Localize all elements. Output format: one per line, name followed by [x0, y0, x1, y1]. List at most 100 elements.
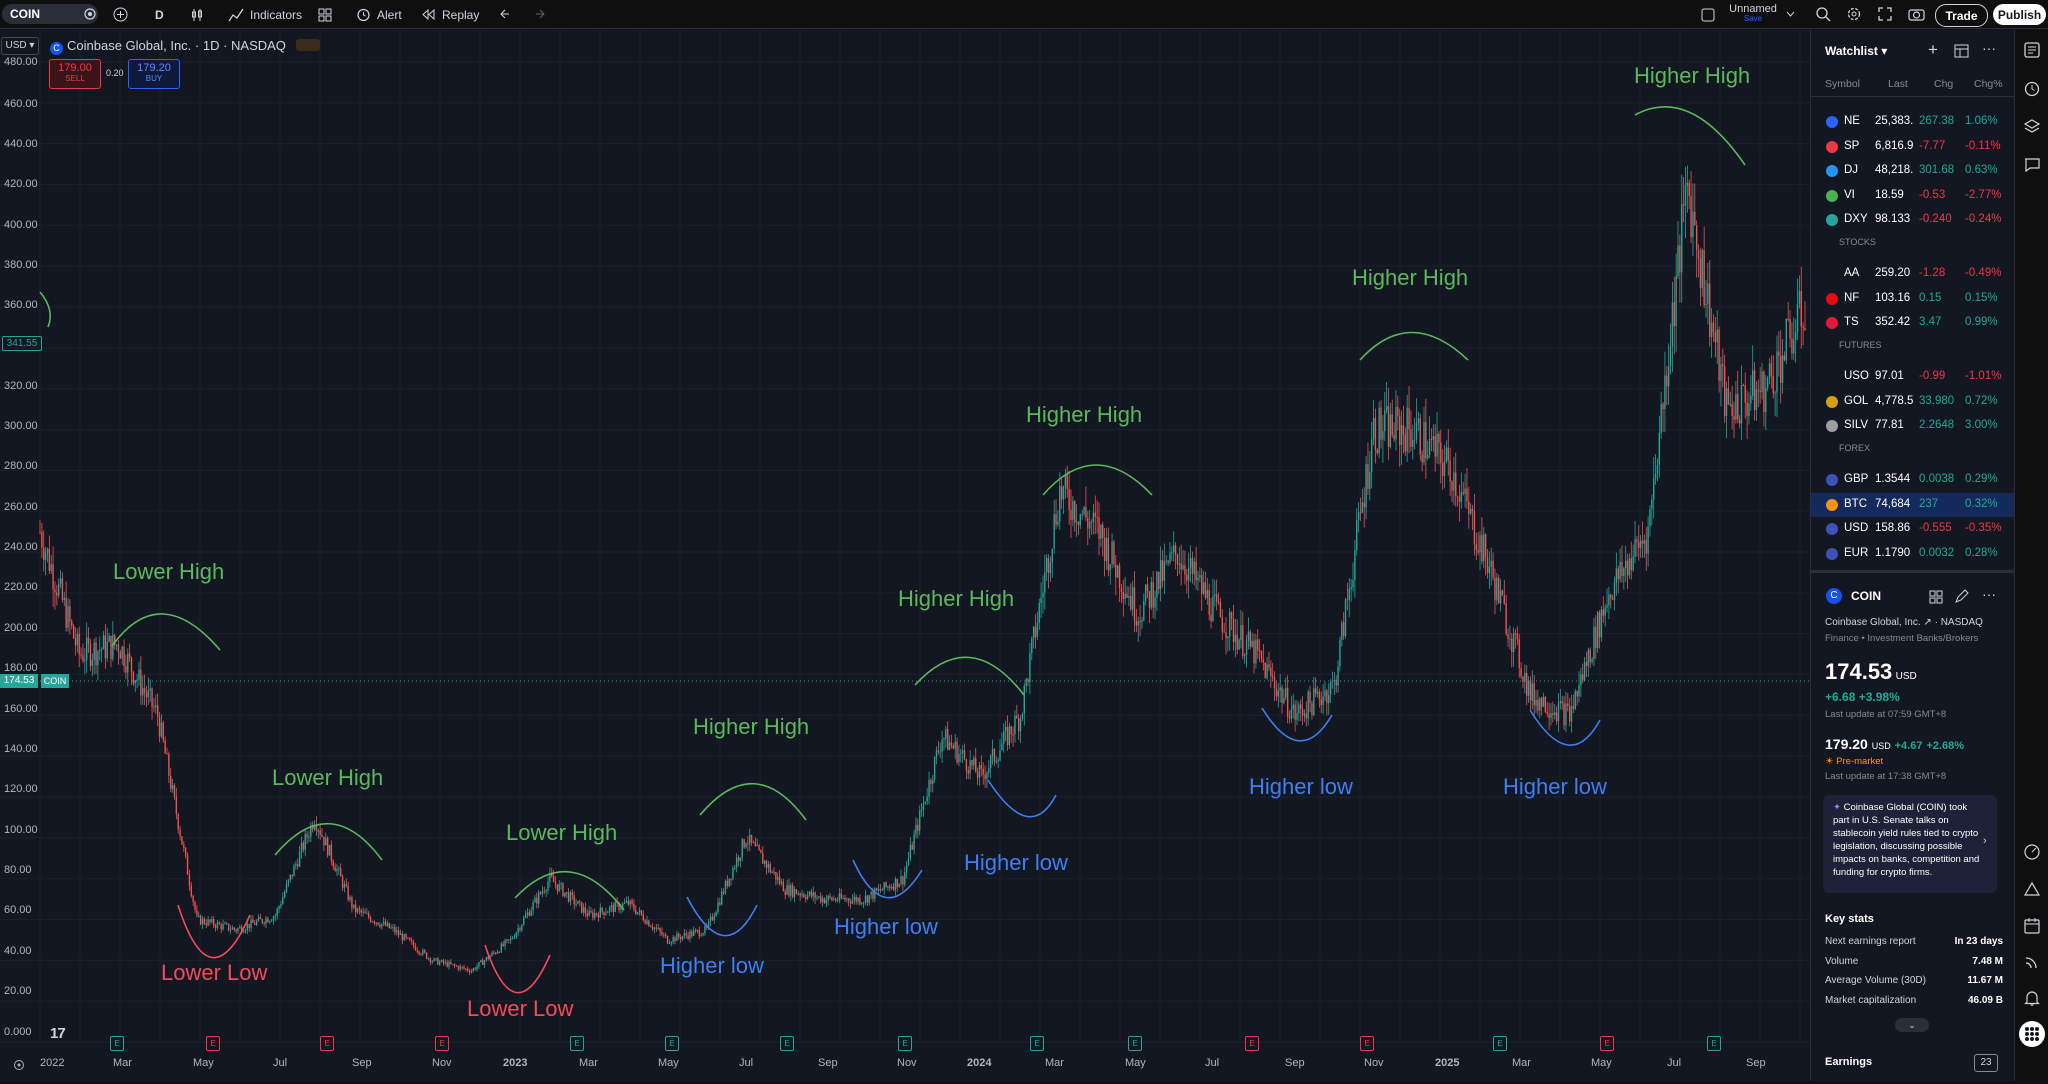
watchlist-row[interactable]: NE 25,383. 267.38 1.06%: [1811, 110, 2015, 134]
col-chg[interactable]: Chg: [1934, 78, 1954, 90]
watchlist-row[interactable]: NF 103.16 0.15 0.15%: [1811, 287, 2015, 311]
apps-button[interactable]: [2019, 1021, 2045, 1047]
more-options-icon[interactable]: ···: [1982, 40, 1996, 56]
sell-button[interactable]: 179.00 SELL: [49, 59, 101, 89]
templates-icon[interactable]: [318, 8, 332, 22]
replay-button[interactable]: Replay: [421, 0, 479, 29]
earnings-badge[interactable]: E: [1600, 1036, 1614, 1051]
watchlist-row[interactable]: BTC 74,684 237 0.32%: [1811, 493, 2015, 517]
col-symbol[interactable]: Symbol: [1825, 78, 1861, 90]
add-symbol-icon[interactable]: [113, 7, 128, 22]
more-options-icon[interactable]: ···: [1982, 586, 1996, 602]
company-sector[interactable]: Finance • Investment Banks/Brokers: [1825, 633, 1979, 644]
candle-body: [97, 651, 99, 666]
candle-body: [452, 964, 454, 966]
earnings-badge[interactable]: E: [665, 1036, 679, 1051]
watchlist-row[interactable]: EUR 1.1790 0.0032 0.28%: [1811, 542, 2015, 566]
tradingview-logo-icon[interactable]: 17: [50, 1025, 66, 1042]
earnings-badge[interactable]: E: [206, 1036, 220, 1051]
watchlist-row[interactable]: TS 352.42 3.47 0.99%: [1811, 311, 2015, 335]
symbol-logo-icon: [1826, 371, 1838, 383]
earnings-badge[interactable]: E: [435, 1036, 449, 1051]
camera-icon[interactable]: [1908, 7, 1925, 21]
earnings-badge[interactable]: E: [1707, 1036, 1721, 1051]
watchlist-title[interactable]: Watchlist ▾: [1825, 44, 1888, 58]
layers-icon[interactable]: [2023, 118, 2041, 136]
indicators-button[interactable]: Indicators: [228, 0, 302, 29]
earnings-badge[interactable]: E: [780, 1036, 794, 1051]
section-futures[interactable]: FUTURES: [1839, 340, 1882, 350]
candle-body: [1303, 713, 1306, 716]
target-icon[interactable]: [2023, 843, 2041, 861]
alert-button[interactable]: Alert: [356, 0, 402, 29]
col-last[interactable]: Last: [1888, 78, 1908, 90]
last-price-tag: 174.53: [0, 674, 38, 688]
earnings-badge[interactable]: E: [898, 1036, 912, 1051]
price-chart[interactable]: [0, 30, 1810, 1081]
news-card[interactable]: ✦ Coinbase Global (COIN) took part in U.…: [1823, 795, 1997, 893]
earnings-badge[interactable]: E: [1245, 1036, 1259, 1051]
watchlist-row[interactable]: GOL 4,778.5 33.980 0.72%: [1811, 390, 2015, 414]
edit-icon[interactable]: [1954, 589, 1969, 604]
watchlist-row[interactable]: DXY 98.133 -0.240 -0.24%: [1811, 208, 2015, 232]
company-name[interactable]: Coinbase Global, Inc. ↗ · NASDAQ: [1825, 617, 1983, 628]
grid-icon[interactable]: [1929, 590, 1943, 604]
watchlist-row[interactable]: SILV 77.81 2.2648 3.00%: [1811, 414, 2015, 438]
y-tick: 220.00: [4, 581, 38, 593]
candle-body: [620, 908, 622, 910]
candle-body: [485, 957, 488, 961]
layout-name[interactable]: Unnamed Save: [1728, 3, 1778, 23]
watchlist-row[interactable]: USD 158.86 -0.555 -0.35%: [1811, 517, 2015, 541]
watchlist-row[interactable]: GBP 1.3544 0.0038 0.29%: [1811, 468, 2015, 492]
chart-legend[interactable]: C Coinbase Global, Inc. · 1D · NASDAQ: [50, 38, 320, 55]
alarm-clock-icon[interactable]: [2023, 79, 2041, 97]
layout-checkbox-icon[interactable]: [1701, 8, 1715, 22]
y-tick: 200.00: [4, 622, 38, 634]
calendar-icon[interactable]: [2023, 917, 2041, 935]
col-chg-pct[interactable]: Chg%: [1974, 78, 2003, 90]
chart-pane[interactable]: USD ▾ C Coinbase Global, Inc. · 1D · NASD…: [0, 30, 1810, 1081]
add-symbol-button[interactable]: +: [1928, 40, 1938, 59]
watchlist-row[interactable]: AA 259.20 -1.28 -0.49%: [1811, 262, 2015, 286]
publish-button[interactable]: Publish: [1993, 4, 2046, 25]
symbol-search[interactable]: COIN: [2, 4, 98, 24]
candles-icon[interactable]: [190, 7, 206, 23]
earnings-badge[interactable]: 23: [1974, 1054, 1998, 1072]
broadcast-icon[interactable]: [2023, 953, 2041, 971]
redo-icon[interactable]: [531, 8, 545, 20]
bell-icon[interactable]: [2023, 989, 2041, 1007]
watchlist-row[interactable]: USO 97.01 -0.99 -1.01%: [1811, 365, 2015, 389]
expand-stats-button[interactable]: ⌄: [1895, 1018, 1929, 1032]
interval-button[interactable]: D: [155, 7, 164, 22]
section-stocks[interactable]: STOCKS: [1839, 237, 1876, 247]
candle-body: [1505, 603, 1507, 635]
watchlist-row[interactable]: DJ 48,218. 301.68 0.63%: [1811, 159, 2015, 183]
time-settings-icon[interactable]: [13, 1059, 25, 1071]
chat-icon[interactable]: [2023, 156, 2041, 174]
watchlist-row[interactable]: SP 6,816.9 -7.77 -0.11%: [1811, 135, 2015, 159]
currency-select[interactable]: USD ▾: [1, 37, 39, 55]
gear-icon[interactable]: [1846, 6, 1862, 22]
details-symbol[interactable]: COIN: [1851, 589, 1881, 603]
earnings-badge[interactable]: E: [1493, 1036, 1507, 1051]
chevron-down-icon[interactable]: [1786, 11, 1795, 18]
quick-search-icon[interactable]: [1815, 6, 1831, 22]
undo-icon[interactable]: [500, 8, 514, 20]
earnings-badge[interactable]: E: [1128, 1036, 1142, 1051]
trade-button[interactable]: Trade: [1935, 4, 1988, 27]
earnings-badge[interactable]: E: [570, 1036, 584, 1051]
section-forex[interactable]: FOREX: [1839, 443, 1871, 453]
candle-body: [1339, 639, 1341, 667]
ideas-icon[interactable]: [2023, 880, 2041, 898]
watchlist-row[interactable]: VI 18.59 -0.53 -2.77%: [1811, 184, 2015, 208]
table-view-icon[interactable]: [1954, 44, 1969, 58]
fullscreen-icon[interactable]: [1878, 7, 1892, 21]
watchlist-icon[interactable]: [2023, 41, 2041, 59]
candle-body: [1249, 631, 1251, 647]
earnings-badge[interactable]: E: [1030, 1036, 1044, 1051]
buy-button[interactable]: 179.20 BUY: [128, 59, 180, 89]
earnings-badge[interactable]: E: [1360, 1036, 1374, 1051]
earnings-badge[interactable]: E: [320, 1036, 334, 1051]
cell-pct: 0.72%: [1965, 395, 1998, 407]
earnings-badge[interactable]: E: [110, 1036, 124, 1051]
